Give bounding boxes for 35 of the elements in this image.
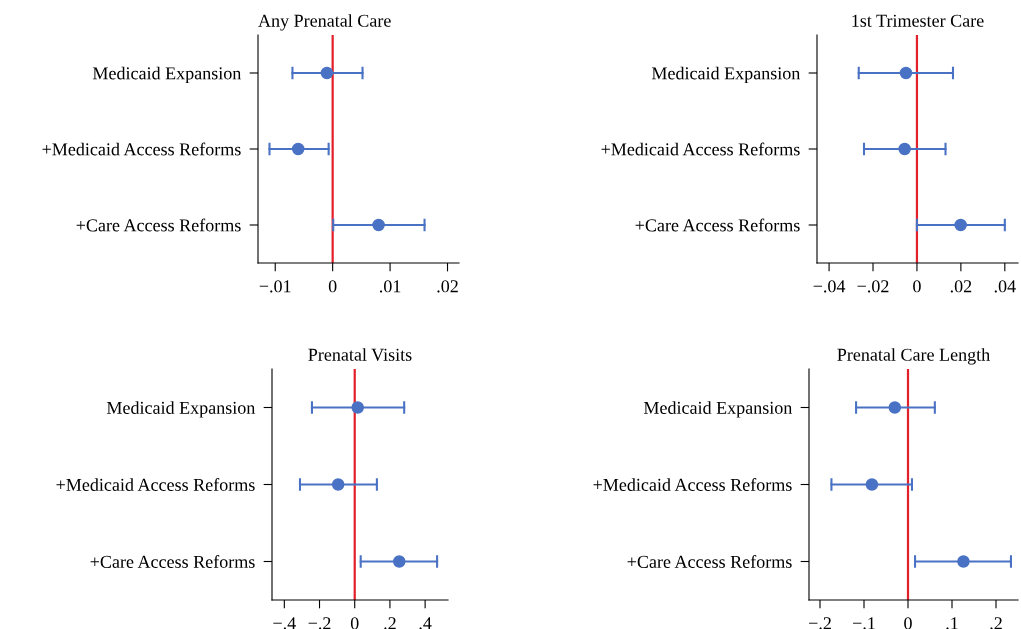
x-tick-label: .01 bbox=[379, 280, 401, 293]
y-tick-label: +Medicaid Access Reforms bbox=[601, 142, 800, 156]
x-tick-label: 0 bbox=[904, 617, 912, 629]
x-tick-label: .4 bbox=[419, 617, 432, 629]
x-tick-label: .02 bbox=[437, 280, 458, 293]
x-tick-label: −.2 bbox=[809, 617, 831, 629]
chart-title: Any Prenatal Care bbox=[258, 14, 391, 31]
y-tick-label: Medicaid Expansion bbox=[643, 401, 793, 418]
y-tick-label: +Care Access Reforms bbox=[90, 555, 255, 568]
x-tick-label: −.02 bbox=[857, 280, 889, 293]
y-tick-label: Medicaid Expansion bbox=[92, 66, 242, 84]
y-tick-label: +Medicaid Access Reforms bbox=[42, 142, 241, 156]
y-tick-label: +Care Access Reforms bbox=[627, 555, 792, 568]
y-tick-label: +Medicaid Access Reforms bbox=[593, 478, 792, 491]
x-tick-label: .02 bbox=[950, 280, 972, 293]
x-tick-label: .04 bbox=[994, 280, 1016, 293]
x-tick-label: 0 bbox=[350, 617, 359, 629]
x-tick-label: −.01 bbox=[259, 280, 291, 293]
chart-title: 1st Trimester Care bbox=[852, 14, 984, 27]
x-tick-label: −.2 bbox=[308, 617, 331, 629]
y-tick-label: +Medicaid Access Reforms bbox=[56, 478, 255, 491]
x-tick-label: 0 bbox=[328, 280, 337, 293]
x-tick-label: −.1 bbox=[853, 617, 875, 629]
x-tick-label: .2 bbox=[384, 617, 396, 629]
chart-title: Prenatal Visits bbox=[308, 348, 412, 361]
x-tick-label: −.4 bbox=[273, 617, 296, 629]
y-tick-label: +Care Access Reforms bbox=[635, 218, 800, 232]
y-tick-label: Medicaid Expansion bbox=[651, 66, 801, 84]
y-tick-label: Medicaid Expansion bbox=[106, 401, 256, 418]
x-tick-label: 0 bbox=[913, 280, 921, 293]
x-tick-label: .2 bbox=[990, 617, 1002, 629]
chart-title: Prenatal Care Length bbox=[837, 348, 990, 365]
x-tick-label: −.04 bbox=[813, 280, 846, 293]
y-tick-label: +Care Access Reforms bbox=[76, 218, 241, 232]
x-tick-label: .1 bbox=[946, 617, 958, 629]
